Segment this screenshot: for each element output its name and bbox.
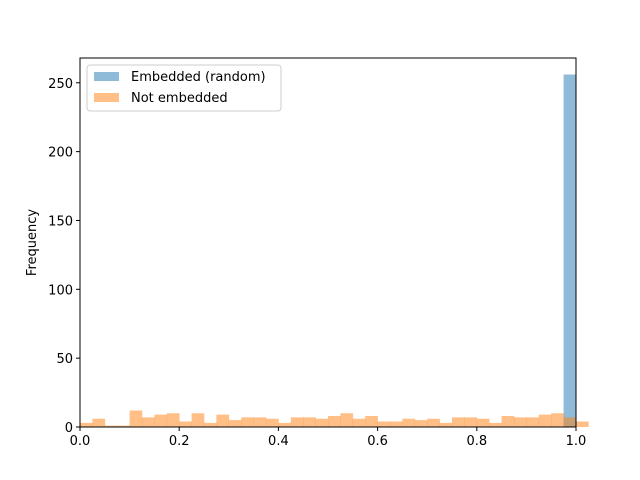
bar-series-2-bin-18	[290, 417, 304, 427]
legend-box	[86, 64, 282, 112]
bar-series-2-bin-27	[402, 418, 416, 427]
y-tick-label: 100	[48, 283, 73, 298]
legend-swatch-2	[94, 93, 119, 102]
y-tick-label: 50	[56, 352, 73, 367]
legend-swatch-1	[94, 72, 119, 81]
bar-series-2-bin-2	[92, 418, 106, 427]
bar-series-2-bin-19	[303, 417, 316, 427]
x-axis-ticks: 0.0 0.2 0.4 0.6 0.8 1.0	[70, 427, 587, 449]
bar-series-2-bin-39	[551, 413, 564, 427]
bar-series-2-bin-14	[241, 417, 254, 427]
bar-series-1-bin-1	[563, 74, 576, 427]
bar-series-2-bin-38	[538, 414, 552, 427]
x-tick-label: 0.4	[268, 434, 289, 449]
plot-area	[80, 58, 576, 427]
y-tick-label: 200	[48, 146, 73, 161]
x-tick-label: 0.6	[367, 434, 388, 449]
bar-series-2-bin-35	[501, 415, 515, 427]
bar-series-2-bin-7	[154, 414, 168, 427]
x-tick-label: 1.0	[566, 434, 587, 449]
bars-layer	[80, 74, 589, 427]
y-tick-label: 0	[65, 421, 73, 436]
y-axis-ticks: 0 50 100 150 200 250	[48, 77, 80, 436]
bar-series-2-bin-4	[117, 425, 130, 427]
bar-series-2-bin-23	[352, 418, 366, 427]
bar-series-2-bin-12	[216, 414, 230, 427]
bar-series-2-bin-32	[464, 417, 478, 427]
y-tick-label: 250	[48, 77, 73, 92]
series-1	[563, 74, 576, 427]
y-tick-label: 150	[48, 214, 73, 229]
bar-series-2-bin-3	[104, 425, 118, 427]
bar-series-2-bin-41	[576, 421, 589, 427]
bar-series-2-bin-11	[204, 422, 217, 427]
bar-series-2-bin-34	[489, 422, 502, 427]
bar-series-2-bin-33	[476, 418, 490, 427]
bar-series-2-bin-8	[166, 413, 180, 427]
plot-background	[80, 58, 576, 427]
y-axis-label: Frequency	[25, 209, 40, 276]
bar-series-2-bin-5	[129, 410, 143, 427]
x-tick-label: 0.8	[466, 434, 487, 449]
bar-series-2-bin-22	[340, 413, 354, 427]
bar-series-2-bin-17	[278, 422, 292, 427]
x-tick-label: 0.2	[169, 434, 190, 449]
bar-series-2-bin-36	[514, 417, 527, 427]
bar-series-2-bin-26	[390, 421, 403, 427]
axes-frame	[79, 57, 577, 428]
bar-series-2-bin-13	[228, 420, 242, 427]
bar-series-2-bin-28	[414, 420, 428, 427]
bar-series-2-bin-40	[563, 417, 577, 427]
bar-series-2-bin-30	[439, 422, 453, 427]
bar-series-2-bin-20	[315, 418, 329, 427]
legend-label-2: Not embedded	[131, 91, 228, 106]
bar-series-2-bin-10	[191, 413, 205, 427]
bar-series-2-bin-6	[142, 417, 155, 427]
bar-series-2-bin-29	[427, 418, 440, 427]
bar-series-2-bin-9	[179, 421, 192, 427]
bar-series-2-bin-1	[80, 422, 93, 427]
legend-label-1: Embedded (random)	[131, 70, 266, 85]
bar-series-2-bin-25	[377, 421, 391, 427]
legend: Embedded (random) Not embedded	[86, 64, 282, 112]
bar-series-2-bin-37	[526, 417, 540, 427]
series-2	[80, 410, 589, 427]
bar-series-2-bin-31	[452, 417, 465, 427]
bar-series-2-bin-15	[253, 417, 267, 427]
bar-series-2-bin-24	[365, 415, 378, 427]
bar-series-2-bin-16	[266, 418, 279, 427]
bar-series-2-bin-21	[328, 415, 341, 427]
x-tick-label: 0.0	[70, 434, 91, 449]
